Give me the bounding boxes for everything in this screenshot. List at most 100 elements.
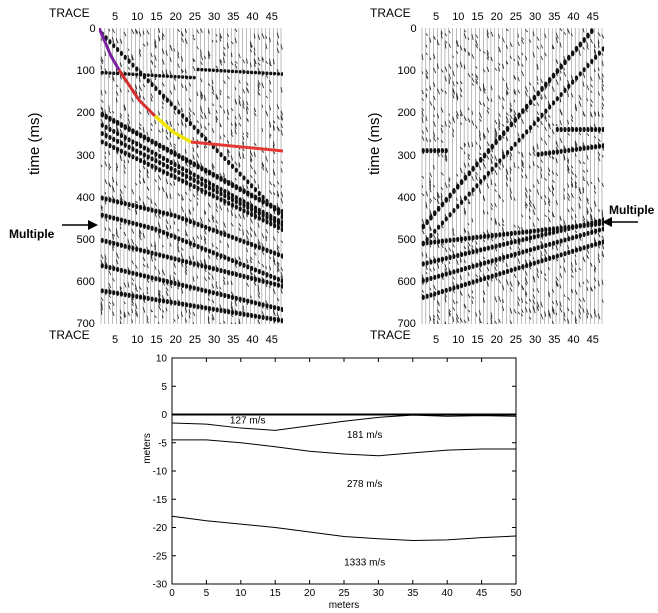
time-tick-400: 400 [76, 191, 95, 204]
time-tick-300: 300 [397, 149, 416, 162]
time-tick-0: 0 [410, 23, 417, 35]
layer-velocity-label: 278 m/s [347, 479, 383, 490]
layer-boundary-2 [172, 439, 516, 457]
plot-frame [171, 357, 517, 585]
trace-tick-20: 20 [490, 11, 503, 23]
time-tick-500: 500 [397, 234, 416, 246]
trace-tick-25: 25 [509, 334, 523, 346]
ylabel-right: time (ms) [366, 112, 383, 176]
time-tick-0: 0 [89, 23, 96, 35]
time-tick-700: 700 [76, 318, 95, 331]
layer-boundary-1 [171, 414, 517, 431]
time-tick-300: 300 [76, 149, 95, 162]
x-tick-label: 15 [270, 588, 282, 599]
time-tick-200: 200 [397, 107, 416, 120]
pick-segment-red-flat [190, 140, 283, 153]
x-axis-title: meters [329, 600, 360, 611]
trace-tick-5: 5 [112, 11, 119, 23]
trace-tick-15: 15 [471, 334, 484, 346]
y-tick-label: -30 [153, 580, 168, 591]
reflection-events [421, 28, 604, 301]
trace-tick-45: 45 [586, 11, 599, 23]
x-tick-label: 40 [442, 588, 454, 599]
layer-velocity-label: 1333 m/s [344, 558, 385, 569]
trace-tick-10: 10 [131, 11, 144, 23]
trace-tick-40: 40 [246, 334, 259, 346]
trace-tick-5: 5 [433, 334, 440, 346]
y-tick-label: 10 [156, 354, 168, 365]
y-tick-label: -20 [153, 523, 168, 534]
x-tick-label: 30 [373, 588, 385, 599]
time-tick-200: 200 [76, 107, 95, 120]
trace-label-top-left: TRACE [49, 6, 90, 20]
time-tick-500: 500 [76, 234, 95, 246]
y-tick-label: -25 [153, 551, 168, 562]
trace-tick-30: 30 [529, 11, 542, 23]
y-tick-label: 0 [161, 410, 167, 421]
time-tick-700: 700 [397, 318, 416, 331]
y-tick-label: -5 [158, 438, 167, 449]
time-tick-400: 400 [397, 191, 416, 204]
trace-tick-20: 20 [169, 11, 182, 23]
trace-label-bottom-right: TRACE [370, 328, 411, 342]
time-tick-100: 100 [76, 65, 95, 78]
trace-tick-15: 15 [150, 334, 163, 346]
trace-tick-20: 20 [169, 334, 182, 346]
seismogram-left [99, 28, 283, 324]
trace-tick-10: 10 [452, 11, 465, 23]
noise-wiggles [421, 28, 604, 324]
trace-tick-25: 25 [509, 11, 523, 23]
trace-tick-45: 45 [265, 11, 278, 23]
trace-tick-25: 25 [188, 334, 202, 346]
y-axis-title: meters [142, 433, 153, 464]
trace-tick-30: 30 [208, 334, 221, 346]
trace-tick-35: 35 [227, 334, 240, 346]
multiple-label-left: Multiple [9, 227, 55, 241]
trace-tick-40: 40 [567, 11, 580, 23]
trace-label-bottom-left: TRACE [49, 328, 90, 342]
trace-tick-10: 10 [131, 334, 144, 346]
velocity-model-chart: 0 5 10 15 20 25 30 35 40 45 501050-5-10-15-20-25-3… [142, 354, 522, 612]
trace-tick-30: 30 [529, 334, 542, 346]
time-tick-600: 600 [76, 276, 95, 289]
pick-segment-red [117, 69, 157, 118]
trace-tick-15: 15 [150, 11, 163, 23]
layer-boundary-3 [171, 515, 517, 541]
trace-tick-45: 45 [586, 334, 599, 346]
trace-tick-25: 25 [188, 11, 202, 23]
trace-tick-35: 35 [548, 11, 561, 23]
y-tick-label: -10 [153, 467, 168, 478]
trace-tick-5: 5 [433, 11, 440, 23]
arrow-left-icon [602, 217, 638, 227]
y-tick-label: 5 [161, 382, 167, 393]
trace-tick-5: 5 [112, 334, 119, 346]
pick-segment-purple [99, 28, 121, 71]
x-tick-label: 0 [169, 588, 175, 599]
first-break-picks [99, 28, 283, 153]
x-tick-label: 5 [204, 588, 210, 599]
multiple-label-right: Multiple [609, 203, 655, 217]
pick-segment-yellow [153, 114, 192, 144]
trace-tick-40: 40 [567, 334, 580, 346]
trace-tick-40: 40 [246, 11, 259, 23]
x-tick-label: 50 [510, 588, 522, 599]
trace-tick-10: 10 [452, 334, 465, 346]
trace-tick-45: 45 [265, 334, 278, 346]
time-tick-600: 600 [397, 276, 416, 289]
ylabel-left: time (ms) [26, 112, 43, 176]
trace-tick-15: 15 [471, 11, 484, 23]
trace-label-top-right: TRACE [370, 6, 411, 20]
trace-tick-20: 20 [490, 334, 503, 346]
y-tick-label: -15 [153, 495, 168, 506]
reflection-events [100, 31, 283, 324]
trace-tick-35: 35 [548, 334, 561, 346]
time-tick-100: 100 [397, 65, 416, 78]
x-tick-label: 45 [476, 588, 488, 599]
arrow-right-icon [62, 220, 98, 230]
trace-lines [421, 28, 603, 324]
seismogram-right [421, 28, 604, 324]
x-tick-label: 35 [407, 588, 419, 599]
layer-velocity-label: 127 m/s [230, 416, 266, 427]
x-tick-label: 20 [304, 588, 316, 599]
x-tick-label: 10 [235, 588, 247, 599]
